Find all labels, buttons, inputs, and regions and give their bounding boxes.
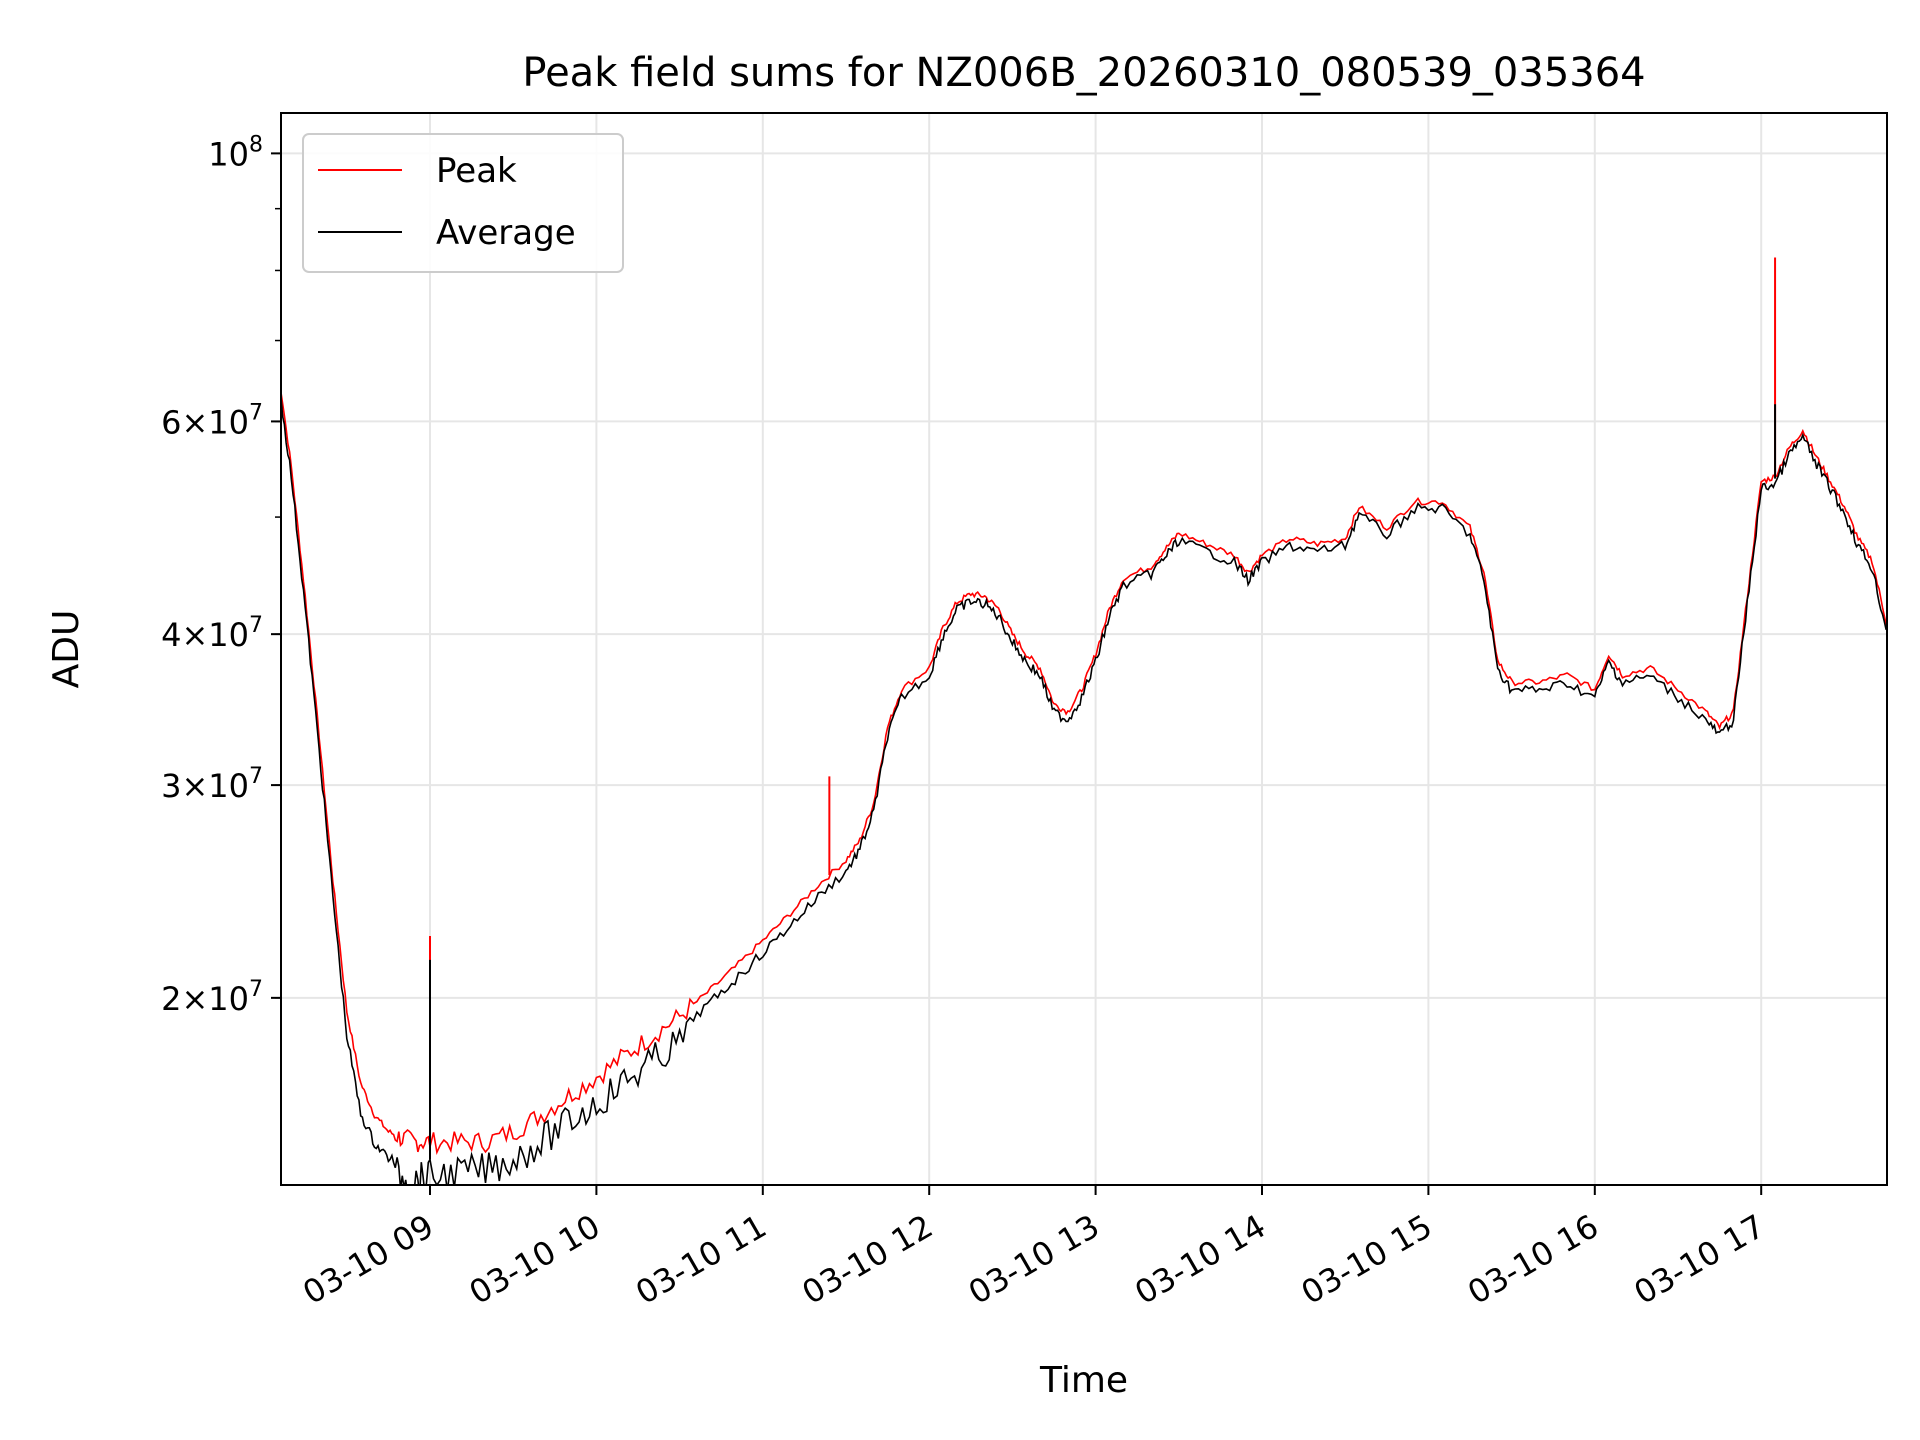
y-tick-mantissa: 2 bbox=[161, 980, 181, 1018]
x-axis-label: Time bbox=[1039, 1360, 1128, 1401]
y-tick-times: ×10 bbox=[181, 403, 249, 441]
y-tick-label: 2×107 bbox=[161, 977, 263, 1018]
y-tick-label: 108 bbox=[208, 132, 263, 173]
y-tick-label: 3×107 bbox=[161, 764, 263, 805]
y-axis-label: ADU bbox=[46, 610, 87, 689]
y-tick-mantissa: 3 bbox=[161, 767, 181, 805]
series-line-peak bbox=[281, 385, 1887, 1155]
plot-area bbox=[281, 257, 1887, 1185]
legend-box bbox=[302, 133, 624, 273]
y-tick-exponent: 7 bbox=[249, 400, 263, 425]
grid bbox=[281, 113, 1887, 1185]
legend-label-average: Average bbox=[436, 213, 576, 253]
y-tick-base: 10 bbox=[208, 135, 249, 173]
series-line-average bbox=[281, 392, 1887, 1185]
y-tick-exponent: 7 bbox=[249, 764, 263, 789]
y-tick-label: 6×107 bbox=[161, 400, 263, 441]
y-tick-mantissa: 4 bbox=[161, 616, 181, 654]
y-tick-exponent: 7 bbox=[249, 613, 263, 638]
legend: Peak Average bbox=[302, 133, 624, 273]
chart-title: Peak field sums for NZ006B_20260310_0805… bbox=[522, 50, 1645, 96]
y-tick-exponent: 8 bbox=[249, 132, 263, 157]
y-tick-times: ×10 bbox=[181, 980, 249, 1018]
y-tick-label: 4×107 bbox=[161, 613, 263, 654]
y-tick-times: ×10 bbox=[181, 767, 249, 805]
legend-label-peak: Peak bbox=[436, 151, 517, 191]
plot-frame bbox=[280, 112, 1888, 1186]
y-tick-times: ×10 bbox=[181, 616, 249, 654]
y-tick-exponent: 7 bbox=[249, 977, 263, 1002]
y-tick-mantissa: 6 bbox=[161, 403, 181, 441]
